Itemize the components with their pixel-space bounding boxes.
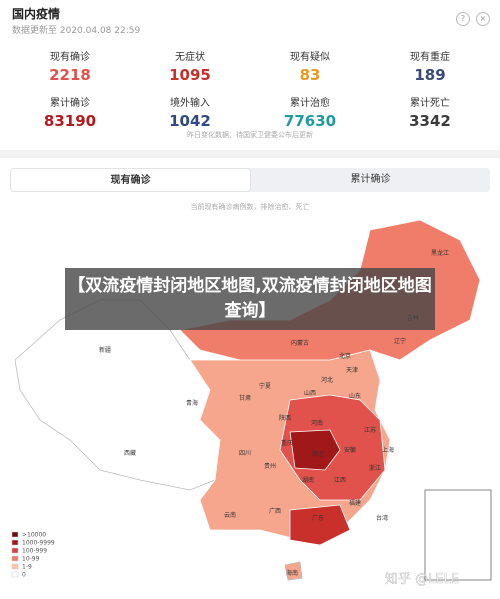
legend-swatch: [11, 531, 19, 538]
stat-value: 1095: [169, 66, 211, 84]
province-label: 海南: [286, 569, 298, 577]
stat-value: 2218: [49, 66, 91, 84]
stats-grid: 现有确诊 2218 无症状 1095 现有疑似 83 现有重症 189 累计确诊 83190 境外输…: [10, 48, 490, 130]
legend-label: >10000: [22, 532, 46, 539]
stat: 现有重症 189: [370, 48, 490, 84]
tab[interactable]: 累计确诊: [350, 174, 391, 185]
province-label: 湖北: [312, 450, 324, 458]
province-label: 黑龙江: [431, 249, 449, 257]
legend-label: 100-999: [22, 548, 47, 555]
province-label: 福建: [349, 499, 361, 507]
province-label: 贵州: [264, 462, 276, 470]
legend-label: 0: [22, 572, 26, 579]
banner: 【双流疫情封闭地区地图,双流疫情封闭地区地图查询】: [65, 268, 435, 330]
legend-label: 1-9: [22, 564, 32, 571]
stat-value: 77630: [283, 112, 337, 130]
stat: 累计死亡 3342: [370, 94, 490, 130]
region-guangdong: [289, 504, 351, 546]
province-label: 甘肃: [239, 394, 251, 402]
close-icon[interactable]: ×: [476, 12, 490, 26]
province-label: 浙江: [369, 464, 381, 472]
province-label: 新疆: [99, 346, 111, 354]
inset: [424, 489, 492, 581]
province-label: 山东: [349, 392, 361, 400]
stat-label: 现有重症: [410, 52, 450, 63]
stat: 累计治愈 77630: [250, 94, 370, 130]
stat-label: 境外输入: [170, 98, 210, 109]
province-label: 山西: [304, 389, 316, 397]
title: 国内疫情: [12, 7, 61, 21]
province-label: 江西: [334, 477, 346, 484]
province-label: 陕西: [279, 414, 291, 422]
stat-label: 累计确诊: [50, 98, 90, 109]
stat-value: 83: [299, 66, 321, 84]
watermark: 知乎 @LELE: [385, 571, 459, 587]
province-label: 四川: [239, 450, 251, 457]
tabs: 现有确诊 累计确诊: [10, 168, 490, 192]
province-label: 广东: [312, 514, 324, 522]
legend-swatch: [11, 571, 19, 578]
stat-value: 1042: [169, 112, 211, 130]
stat-value: 189: [414, 66, 446, 84]
region-hainan: [284, 561, 303, 581]
help-icon[interactable]: ?: [456, 12, 470, 26]
header: 国内疫情 数据更新至 2020.04.08 22:59 ? × 现有确诊 2218…: [0, 0, 500, 150]
province-label: 天津: [346, 367, 358, 374]
note: 昨日变化数据：待国家卫健委公布后更新: [187, 131, 313, 139]
province-label: 辽宁: [394, 337, 406, 345]
stat: 无症状 1095: [130, 48, 250, 84]
province-label: 宁夏: [259, 382, 271, 390]
legend-swatch: [11, 547, 19, 554]
legend-swatch: [11, 539, 19, 546]
updated: 数据更新至 2020.04.08 22:59: [12, 26, 141, 36]
province-label: 重庆: [281, 439, 293, 447]
province-label: 河北: [321, 376, 333, 384]
legend-label: 1000-9999: [22, 540, 55, 547]
stat-label: 现有疑似: [290, 52, 330, 63]
stat: 现有疑似 83: [250, 48, 370, 84]
legend-label: 10-99: [22, 556, 40, 563]
stat-value: 83190: [43, 112, 97, 130]
province-label: 安徽: [344, 446, 356, 454]
province-label: 青海: [186, 399, 198, 407]
stat: 境外输入 1042: [130, 94, 250, 130]
province-label: 河南: [311, 419, 323, 427]
province-label: 台湾: [376, 514, 388, 522]
legend-swatch: [11, 563, 19, 570]
province-label: 湖南: [302, 476, 314, 484]
stat-label: 累计死亡: [410, 98, 450, 109]
stat-label: 现有确诊: [50, 52, 90, 63]
province-label: 北京: [339, 352, 351, 360]
province-label: 内蒙古: [291, 339, 309, 347]
province-label: 广西: [269, 507, 281, 515]
legend-swatch: [11, 555, 19, 562]
stat: 现有确诊 2218: [10, 48, 130, 84]
stat-label: 无症状: [175, 52, 205, 63]
province-label: 江苏: [364, 426, 376, 434]
stat-label: 累计治愈: [290, 98, 330, 109]
region-hubei: [289, 429, 341, 471]
tab[interactable]: 现有确诊: [10, 168, 251, 192]
province-label: 上海: [382, 446, 394, 454]
stat-value: 3342: [409, 112, 451, 130]
province-label: 云南: [224, 511, 236, 519]
province-label: 西藏: [124, 449, 136, 457]
map-note: 当前现有确诊病例数，排除治愈、死亡: [190, 203, 310, 211]
stat: 累计确诊 83190: [10, 94, 130, 130]
